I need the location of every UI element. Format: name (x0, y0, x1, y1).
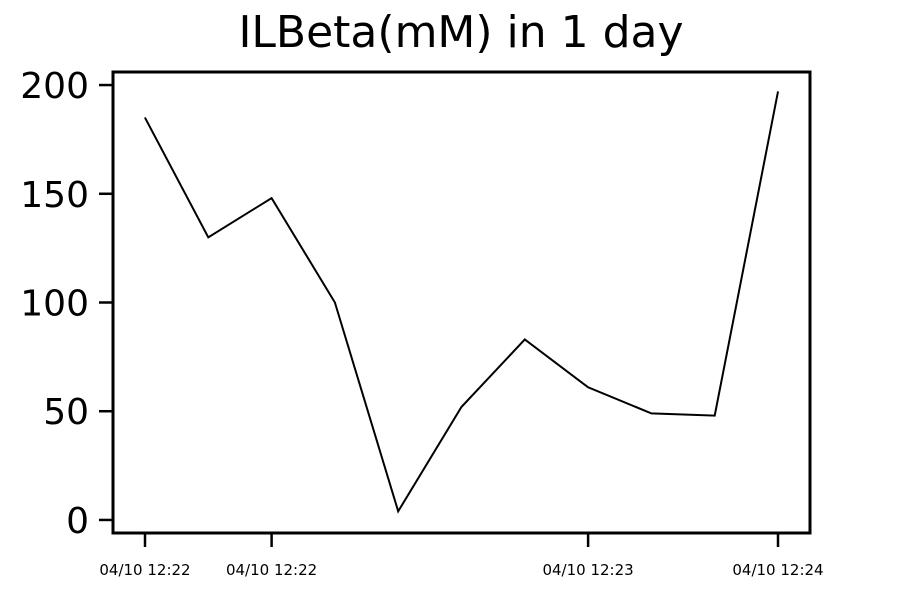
data-point (524, 338, 526, 340)
data-point (461, 406, 462, 408)
y-tick-label: 50 (43, 392, 89, 433)
y-tick-label: 150 (20, 175, 89, 216)
x-tick-label: 04/10 12:24 (732, 561, 823, 579)
series-line (144, 91, 779, 514)
data-point (144, 117, 146, 119)
data-point (587, 386, 589, 388)
x-axis: 04/10 12:22 04/10 12:22 04/10 12:23 04/10 1… (99, 533, 824, 579)
x-tick-label: 04/10 12:22 (226, 561, 317, 579)
data-point (207, 236, 209, 238)
x-tick-label: 04/10 12:23 (542, 561, 633, 579)
data-point (777, 91, 779, 93)
y-tick-label: 0 (66, 501, 89, 542)
series-points (144, 91, 779, 512)
data-point (397, 510, 399, 512)
data-point (271, 197, 273, 199)
data-point (714, 415, 716, 417)
y-tick-label: 100 (20, 284, 89, 325)
y-axis: 0 50 100 150 200 (20, 66, 113, 542)
plot-frame (111, 70, 812, 535)
data-point (334, 302, 336, 303)
x-tick-label: 04/10 12:22 (99, 561, 190, 579)
y-tick-label: 200 (20, 66, 89, 107)
chart-title: ILBeta(mM) in 1 day (238, 7, 683, 58)
data-point (650, 412, 652, 414)
